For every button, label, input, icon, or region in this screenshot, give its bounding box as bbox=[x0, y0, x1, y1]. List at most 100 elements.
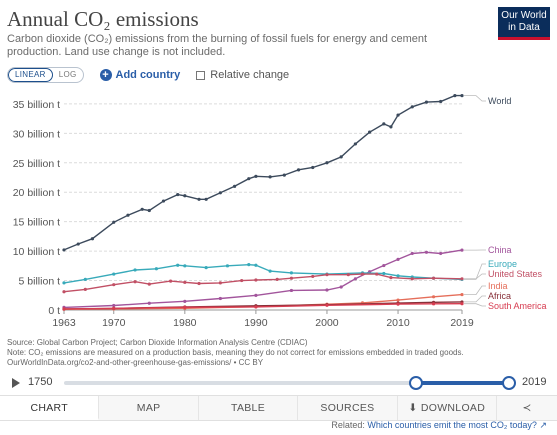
data-point bbox=[439, 99, 443, 104]
data-point bbox=[112, 303, 116, 308]
data-point bbox=[325, 273, 329, 277]
data-point bbox=[311, 165, 315, 170]
play-icon[interactable] bbox=[12, 378, 20, 388]
data-point bbox=[225, 264, 230, 268]
data-point bbox=[396, 298, 400, 302]
related-link[interactable]: Which countries emit the most CO₂ today? bbox=[367, 420, 537, 430]
timeline: 1750 2019 bbox=[0, 372, 557, 394]
series-label: United States bbox=[488, 269, 543, 279]
data-point bbox=[140, 207, 144, 211]
x-tick-label: 2010 bbox=[386, 317, 410, 329]
data-point bbox=[460, 277, 464, 281]
data-point bbox=[460, 292, 464, 297]
owid-logo[interactable]: Our World in Data bbox=[498, 7, 550, 40]
data-point bbox=[169, 279, 173, 283]
data-point bbox=[339, 155, 343, 159]
data-point bbox=[396, 274, 400, 278]
data-point bbox=[83, 277, 87, 281]
data-point bbox=[62, 307, 66, 311]
series-label: South America bbox=[488, 301, 547, 311]
data-point bbox=[183, 264, 187, 268]
series-line bbox=[63, 303, 463, 310]
data-point bbox=[396, 113, 400, 117]
data-point bbox=[325, 303, 329, 307]
x-tick-label: 1963 bbox=[52, 317, 76, 329]
data-point bbox=[240, 278, 244, 283]
data-point bbox=[62, 281, 66, 285]
line-chart: 0 t 5 billion t 10 billion t 15 billion t 20… bbox=[13, 94, 547, 329]
data-point bbox=[183, 194, 187, 198]
linear-scale-button[interactable]: LINEAR bbox=[8, 68, 53, 82]
timeline-start-label: 1750 bbox=[28, 376, 53, 388]
data-point bbox=[353, 142, 357, 146]
series-label: World bbox=[488, 96, 511, 106]
series-line bbox=[63, 273, 463, 293]
data-point bbox=[424, 100, 429, 104]
url-line[interactable]: OurWorldInData.org/co2-and-other-greenho… bbox=[7, 358, 264, 367]
x-tick-label: 1970 bbox=[102, 317, 126, 329]
data-point bbox=[346, 273, 350, 277]
label-leader bbox=[464, 273, 486, 280]
x-tick-label: 2019 bbox=[450, 317, 474, 329]
data-point bbox=[325, 161, 329, 165]
data-point bbox=[197, 197, 201, 201]
data-point bbox=[296, 168, 301, 172]
data-point bbox=[431, 302, 436, 306]
data-point bbox=[247, 263, 251, 267]
data-point bbox=[396, 302, 400, 306]
relative-change-checkbox[interactable] bbox=[196, 70, 206, 80]
tab-sources[interactable]: SOURCES bbox=[298, 396, 398, 420]
data-point bbox=[275, 277, 279, 281]
data-point bbox=[147, 208, 151, 213]
relative-change-toggle[interactable]: Relative change bbox=[196, 69, 289, 81]
timeline-selected-range bbox=[414, 381, 508, 385]
tab-download[interactable]: ⬇ DOWNLOAD bbox=[398, 396, 498, 420]
series-label: Africa bbox=[488, 291, 511, 301]
share-button[interactable]: ≺ bbox=[497, 396, 557, 420]
scale-toggle[interactable]: LINEAR LOG bbox=[7, 67, 84, 83]
data-point bbox=[360, 272, 365, 276]
data-point bbox=[133, 268, 137, 272]
data-point bbox=[282, 173, 286, 177]
data-point bbox=[410, 251, 414, 256]
data-point bbox=[183, 299, 187, 303]
data-point bbox=[382, 271, 386, 276]
data-point bbox=[126, 213, 130, 217]
data-point bbox=[112, 283, 116, 287]
timeline-track[interactable] bbox=[64, 381, 508, 385]
data-point bbox=[431, 295, 436, 299]
tab-download-label: DOWNLOAD bbox=[420, 402, 486, 414]
add-country-button[interactable]: + Add country bbox=[99, 69, 180, 81]
series-line bbox=[63, 263, 463, 284]
x-tick-label: 1980 bbox=[173, 317, 197, 329]
data-point bbox=[112, 272, 116, 276]
y-tick-label: 10 billion t bbox=[13, 246, 60, 258]
data-point bbox=[268, 269, 272, 273]
note-line: Note: CO₂ emissions are measured on a pr… bbox=[7, 348, 464, 357]
data-point bbox=[112, 220, 116, 224]
related-prefix: Related: bbox=[331, 420, 365, 430]
log-scale-button[interactable]: LOG bbox=[58, 70, 77, 79]
logo-line-2: in Data bbox=[508, 22, 540, 33]
timeline-start-handle[interactable] bbox=[408, 376, 423, 390]
data-point bbox=[375, 272, 379, 276]
data-point bbox=[218, 281, 222, 285]
data-point bbox=[460, 94, 464, 98]
tab-chart[interactable]: CHART bbox=[0, 396, 100, 420]
y-tick-label: 5 billion t bbox=[19, 276, 61, 288]
tab-map[interactable]: MAP bbox=[99, 396, 199, 420]
data-point bbox=[396, 257, 400, 261]
data-point bbox=[62, 290, 66, 294]
tab-table[interactable]: TABLE bbox=[199, 396, 299, 420]
timeline-end-handle[interactable] bbox=[502, 376, 516, 390]
data-point bbox=[254, 293, 258, 297]
data-point bbox=[339, 285, 343, 289]
data-point bbox=[439, 251, 443, 256]
label-leader bbox=[464, 285, 486, 296]
y-tick-label: 25 billion t bbox=[13, 158, 60, 170]
logo-line-1: Our World bbox=[501, 10, 547, 21]
data-point bbox=[460, 302, 464, 306]
tab-bar: CHART MAP TABLE SOURCES ⬇ DOWNLOAD ≺ bbox=[0, 395, 557, 421]
data-point bbox=[410, 105, 414, 109]
series-label: China bbox=[488, 245, 512, 255]
